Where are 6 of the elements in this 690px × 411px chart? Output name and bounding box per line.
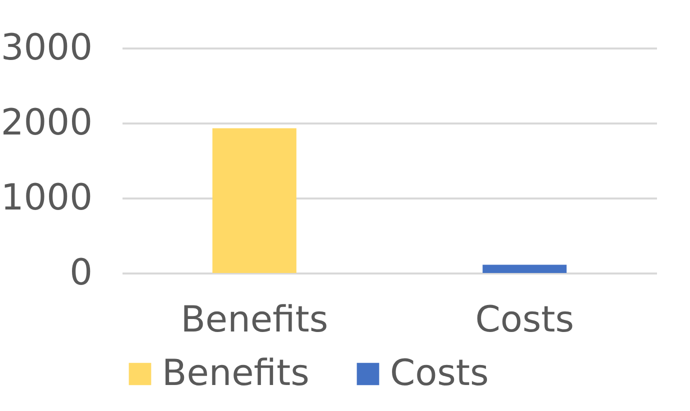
y-tick-label: 2000 <box>0 102 92 144</box>
legend-label: Benefits <box>162 353 310 394</box>
y-tick-label: 1000 <box>0 178 92 218</box>
y-tick-label: 0 <box>70 252 92 294</box>
y-tick-label: 3000 <box>0 28 92 68</box>
legend-label: Costs <box>390 353 489 394</box>
